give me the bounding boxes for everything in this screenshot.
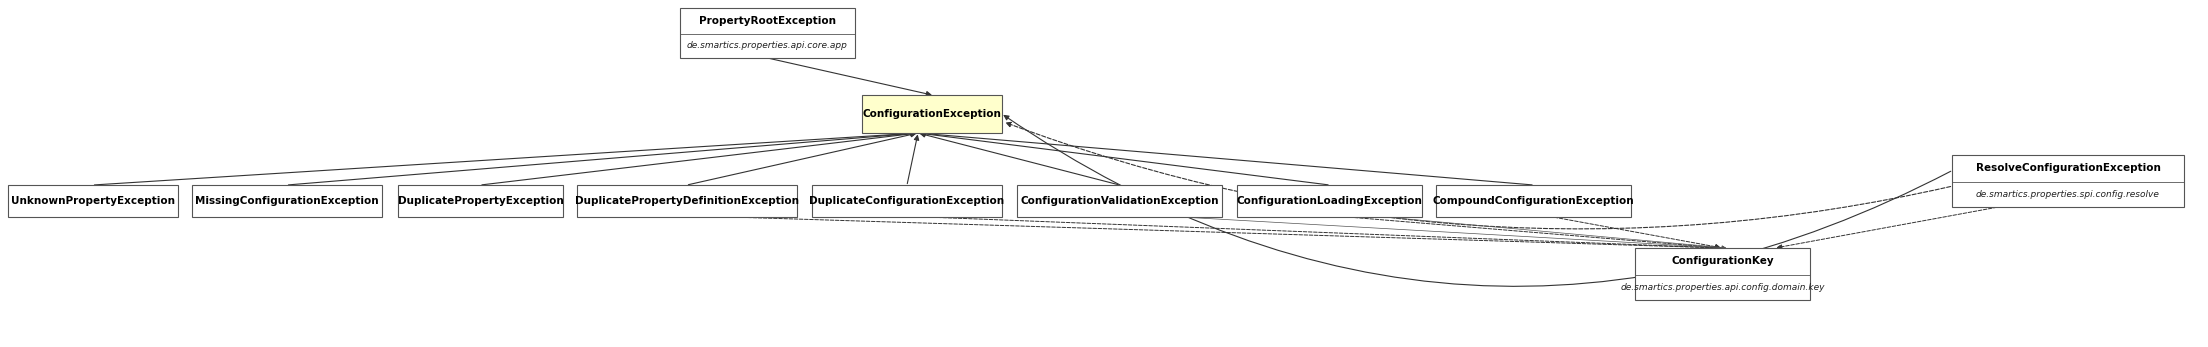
- FancyArrowPatch shape: [733, 217, 1720, 250]
- Text: de.smartics.properties.api.config.domain.key: de.smartics.properties.api.config.domain…: [1621, 282, 1824, 291]
- Text: ConfigurationException: ConfigurationException: [863, 109, 1002, 119]
- Bar: [1952, 155, 2184, 207]
- Text: DuplicatePropertyDefinitionException: DuplicatePropertyDefinitionException: [574, 196, 799, 206]
- Bar: [1018, 185, 1221, 217]
- FancyArrowPatch shape: [927, 217, 1720, 250]
- Text: UnknownPropertyException: UnknownPropertyException: [11, 196, 174, 206]
- Bar: [1634, 248, 1811, 300]
- FancyArrowPatch shape: [289, 132, 916, 185]
- FancyArrowPatch shape: [1777, 207, 1996, 249]
- Text: DuplicatePropertyException: DuplicatePropertyException: [397, 196, 563, 206]
- Text: DuplicateConfigurationException: DuplicateConfigurationException: [810, 196, 1005, 206]
- FancyArrowPatch shape: [481, 132, 916, 185]
- FancyArrowPatch shape: [921, 133, 1117, 185]
- FancyArrowPatch shape: [921, 132, 1329, 185]
- Text: ResolveConfigurationException: ResolveConfigurationException: [1976, 163, 2159, 173]
- FancyArrowPatch shape: [907, 136, 919, 184]
- FancyArrowPatch shape: [1387, 217, 1724, 249]
- Text: PropertyRootException: PropertyRootException: [700, 16, 837, 25]
- Text: ConfigurationKey: ConfigurationKey: [1671, 256, 1773, 266]
- FancyArrowPatch shape: [1554, 217, 1720, 249]
- Bar: [397, 185, 563, 217]
- Text: de.smartics.properties.api.core.app: de.smartics.properties.api.core.app: [687, 41, 848, 50]
- Text: ConfigurationLoadingException: ConfigurationLoadingException: [1236, 196, 1422, 206]
- Bar: [861, 95, 1002, 133]
- Bar: [576, 185, 797, 217]
- Text: CompoundConfigurationException: CompoundConfigurationException: [1433, 196, 1634, 206]
- Text: ConfigurationValidationException: ConfigurationValidationException: [1020, 196, 1219, 206]
- FancyArrowPatch shape: [768, 58, 932, 96]
- Bar: [192, 185, 382, 217]
- FancyArrowPatch shape: [1349, 217, 1720, 249]
- Bar: [1435, 185, 1632, 217]
- FancyArrowPatch shape: [95, 131, 916, 185]
- FancyArrowPatch shape: [689, 133, 916, 185]
- Bar: [9, 185, 179, 217]
- FancyArrowPatch shape: [1005, 116, 1950, 286]
- Bar: [813, 185, 1002, 217]
- FancyArrowPatch shape: [921, 132, 1532, 185]
- FancyArrowPatch shape: [1007, 122, 1950, 229]
- Text: MissingConfigurationException: MissingConfigurationException: [194, 196, 380, 206]
- Bar: [680, 8, 854, 58]
- Bar: [1236, 185, 1422, 217]
- FancyArrowPatch shape: [1183, 217, 1724, 249]
- Text: de.smartics.properties.spi.config.resolve: de.smartics.properties.spi.config.resolv…: [1976, 189, 2159, 198]
